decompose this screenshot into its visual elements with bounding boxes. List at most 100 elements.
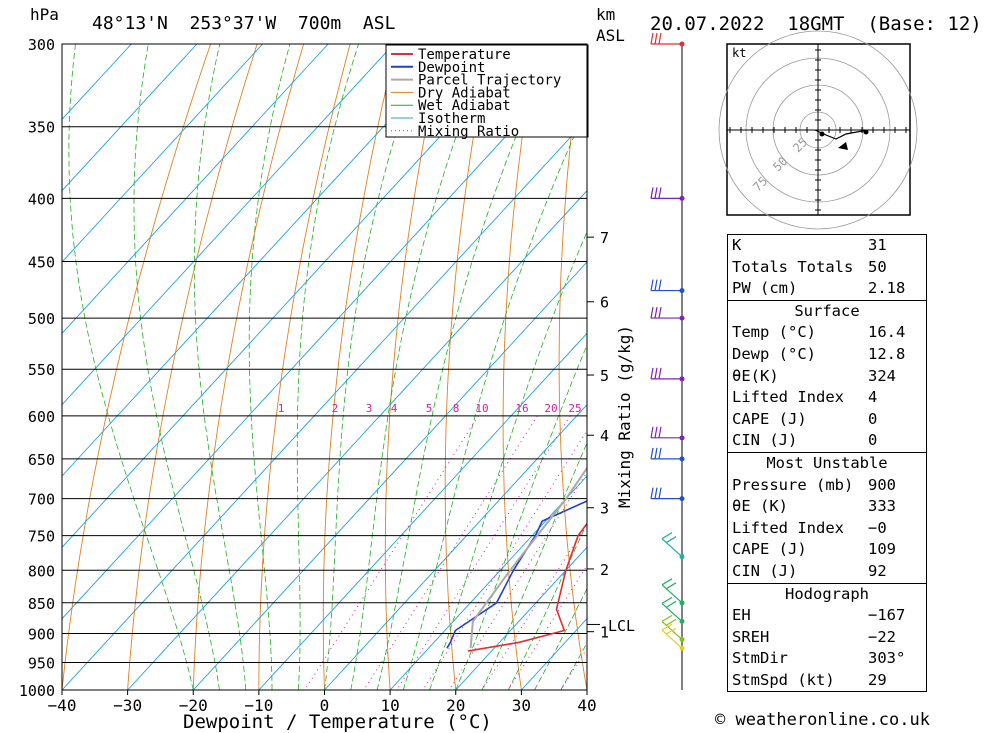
barb-flag [665, 618, 677, 626]
wet-adiabat [376, 44, 556, 690]
series-temperature [467, 522, 587, 652]
hodograph-row-label: StmSpd (kt) [732, 670, 835, 689]
surface-row-label: Dewp (°C) [732, 344, 816, 363]
index-row-label: PW (cm) [732, 279, 798, 298]
pressure-tick-label: 750 [28, 528, 55, 546]
hodograph-row: SREH −22 [728, 627, 926, 649]
wet-adiabat [455, 344, 587, 690]
background-lines [62, 44, 1000, 690]
km-tick-label: 4 [600, 427, 609, 445]
barb-flag [650, 487, 654, 499]
barb-flag [650, 306, 654, 319]
mixing-ratio-label: 10 [475, 402, 488, 415]
x-tick-label: −20 [179, 696, 208, 715]
isotherm [62, 118, 587, 690]
isotherm [455, 546, 587, 690]
index-row-label: Totals Totals [732, 257, 854, 276]
index-row: K 31 [728, 235, 926, 257]
pressure-tick-label: 950 [28, 654, 55, 672]
barb-flag [661, 596, 673, 604]
most-unstable-row-value: −0 [868, 518, 887, 537]
wet-adiabat [350, 44, 492, 690]
barb-dot [679, 41, 685, 47]
isotherm [62, 47, 587, 620]
pressure-tick-label: 500 [28, 310, 55, 328]
mixing-ratio-label: 16 [515, 402, 528, 415]
isotherm [62, 44, 263, 263]
isotherm [62, 44, 395, 406]
isotherm [258, 332, 587, 690]
hodograph-point [863, 129, 869, 135]
x-tick-label: 30 [512, 696, 531, 715]
mixing-ratio-line [448, 471, 587, 690]
wind-barb [650, 279, 685, 294]
most-unstable-row-label: CIN (J) [732, 561, 798, 580]
wind-barb [650, 367, 685, 382]
wind-barb [650, 426, 685, 441]
isotherm [389, 475, 587, 690]
index-row-value: 2.18 [868, 279, 906, 298]
barb-flag [661, 623, 673, 631]
legend-label: Mixing Ratio [418, 124, 519, 140]
pressure-tick-label: 1000 [19, 682, 55, 700]
hodograph-row-label: StmDir [732, 649, 788, 668]
surface-row: Lifted Index 4 [728, 387, 926, 409]
wet-adiabat [324, 44, 427, 690]
isotherm [62, 44, 460, 477]
surface-row: Temp (°C) 16.4 [728, 322, 926, 344]
surface-row-value: 0 [868, 409, 878, 428]
x-tick-label: 10 [380, 696, 399, 715]
lcl-label: LCL [608, 617, 635, 635]
isotherm [192, 261, 587, 690]
barb-flag [654, 32, 658, 45]
surface-row-value: 0 [868, 431, 878, 450]
surface-row: Dewp (°C) 12.8 [728, 344, 926, 366]
pressure-tick-label: 400 [28, 190, 55, 208]
mixing-ratio-line [396, 415, 571, 690]
storm-motion-marker [838, 142, 848, 150]
surface-row: CAPE (J) 0 [728, 409, 926, 431]
wet-adiabat [429, 230, 587, 690]
wet-adiabat [481, 442, 587, 690]
barb-flag [650, 426, 654, 438]
mixing-ratio-axis-label: Mixing Ratio (g/kg) [615, 325, 634, 508]
most-unstable-row-label: Lifted Index [732, 518, 844, 537]
series-dewpoint [446, 500, 587, 649]
dry-adiabat [444, 44, 491, 690]
barb-flag [658, 279, 662, 291]
series-lines [446, 466, 587, 652]
isotherm [62, 44, 526, 549]
datetime-title: 20.07.2022 18GMT (Base: 12) [650, 13, 982, 35]
dry-adiabat [955, 44, 1000, 690]
barb-flag [654, 447, 658, 459]
x-tick-label: −10 [244, 696, 273, 715]
barb-dot [679, 195, 685, 201]
wind-barb [661, 532, 685, 560]
dry-adiabat [192, 44, 305, 690]
index-row-value: 50 [868, 257, 887, 276]
index-row: Totals Totals 50 [728, 257, 926, 279]
copyright: © weatheronline.co.uk [715, 710, 930, 730]
km-tick-label: 7 [600, 229, 609, 247]
surface-row: CIN (J) 0 [728, 430, 926, 452]
hodograph-row-value: −22 [868, 627, 896, 646]
barb-flag [661, 578, 673, 586]
pressure-tick-label: 800 [28, 562, 55, 580]
most-unstable-row: CAPE (J) 109 [728, 539, 926, 561]
mixing-ratio-line [304, 415, 479, 690]
barb-flag [654, 279, 658, 291]
mixing-ratio-labels: 1 2 3 4 5 8 10 16 20 25 [278, 402, 582, 415]
mixing-ratio-label: 4 [391, 402, 398, 415]
surface-row-label: θE(K) [732, 366, 779, 385]
pressure-tick-label: 600 [28, 408, 55, 426]
pressure-tick-label: 300 [28, 36, 55, 54]
legend-label: Parcel Trajectory [418, 73, 561, 89]
most-unstable-row-label: Pressure (mb) [732, 475, 854, 494]
hodograph-ring [718, 30, 918, 230]
barb-flag [658, 447, 662, 459]
hodograph-stats-box: Hodograph EH −167 SREH −22 StmDir 303° StmSpd … [727, 583, 927, 693]
surface-title: Surface [794, 301, 860, 320]
barb-staff [661, 629, 683, 649]
most-unstable-row: θE (K) 333 [728, 496, 926, 518]
